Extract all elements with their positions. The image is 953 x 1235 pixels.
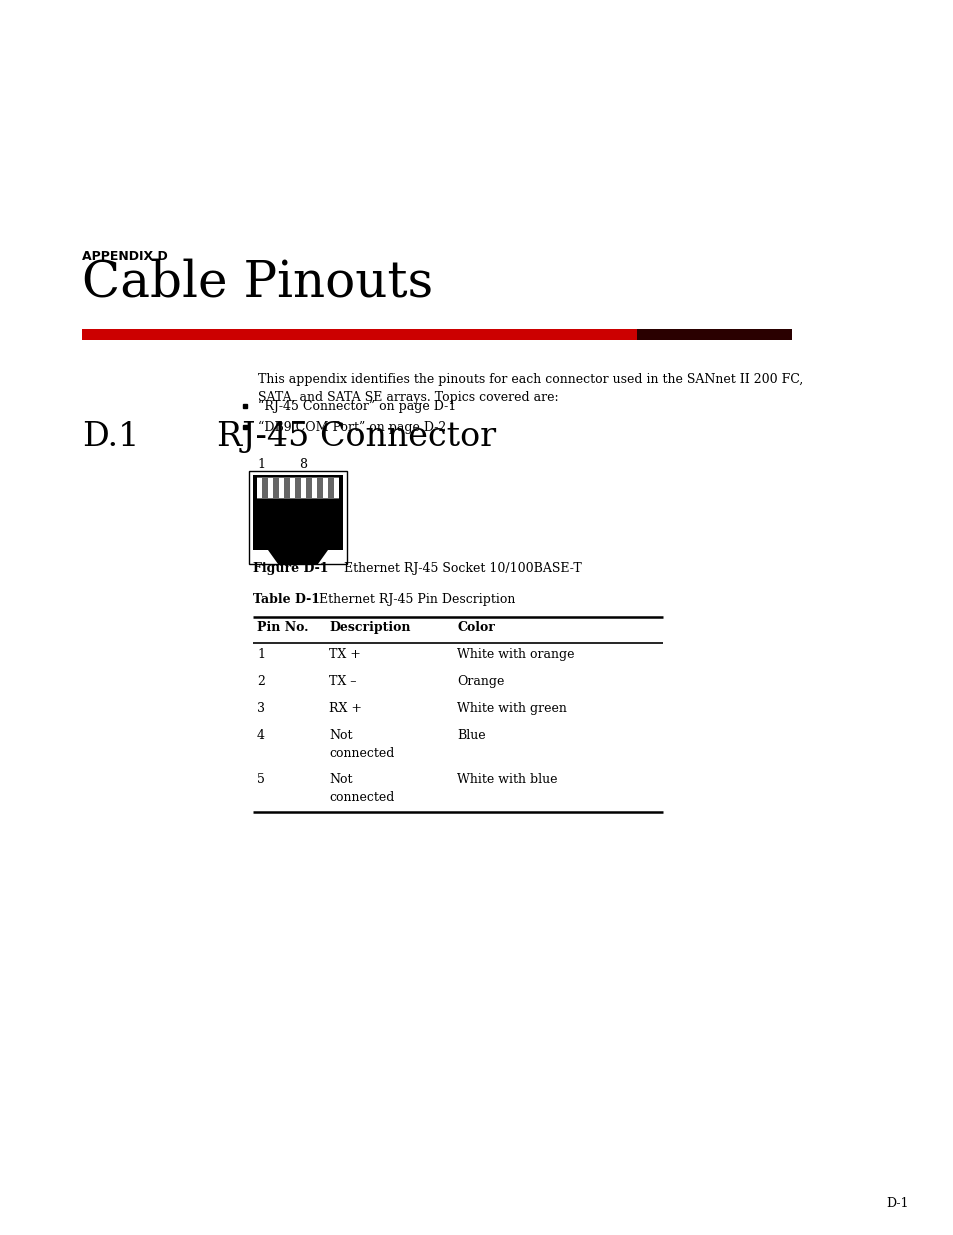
Bar (268, 478, 273, 498)
Bar (637, 329, 791, 340)
Bar (256, 478, 261, 498)
Text: White with blue: White with blue (456, 773, 557, 785)
Text: D.1: D.1 (82, 421, 139, 453)
Bar (256, 477, 338, 499)
Text: D-1: D-1 (885, 1197, 908, 1210)
Text: 1: 1 (256, 458, 265, 471)
Text: “RJ-45 Connector” on page D-1: “RJ-45 Connector” on page D-1 (257, 400, 456, 414)
Text: “DB9 COM Port” on page D-2: “DB9 COM Port” on page D-2 (257, 421, 446, 435)
Text: Ethernet RJ-45 Socket 10/100BASE-T: Ethernet RJ-45 Socket 10/100BASE-T (328, 562, 581, 576)
Text: TX –: TX – (329, 676, 356, 688)
Text: Not: Not (329, 773, 352, 785)
Text: SATA, and SATA SE arrays. Topics covered are:: SATA, and SATA SE arrays. Topics covered… (257, 390, 558, 404)
Bar (290, 478, 294, 498)
Text: White with green: White with green (456, 701, 566, 715)
Text: APPENDIX D: APPENDIX D (82, 249, 168, 263)
Text: 4: 4 (256, 729, 265, 742)
Bar (253, 475, 343, 550)
Text: connected: connected (329, 790, 394, 804)
Polygon shape (268, 550, 328, 564)
Text: RJ-45 Connector: RJ-45 Connector (216, 421, 496, 453)
Text: 5: 5 (256, 773, 265, 785)
Text: connected: connected (329, 747, 394, 760)
Bar (323, 478, 328, 498)
Text: Pin No.: Pin No. (256, 621, 308, 634)
Text: Color: Color (456, 621, 495, 634)
Text: Blue: Blue (456, 729, 485, 742)
Text: Orange: Orange (456, 676, 504, 688)
Bar (249, 471, 347, 564)
Text: 8: 8 (298, 458, 307, 471)
Text: Description: Description (329, 621, 410, 634)
Text: Ethernet RJ-45 Pin Description: Ethernet RJ-45 Pin Description (314, 593, 515, 606)
Text: This appendix identifies the pinouts for each connector used in the SANnet II 20: This appendix identifies the pinouts for… (257, 373, 802, 387)
Bar (334, 478, 338, 498)
Text: 1: 1 (256, 648, 265, 661)
Bar (279, 478, 284, 498)
Bar (82, 329, 637, 340)
Text: RX +: RX + (329, 701, 361, 715)
Text: Table D-1: Table D-1 (253, 593, 319, 606)
Text: 2: 2 (256, 676, 265, 688)
Text: White with orange: White with orange (456, 648, 574, 661)
Text: Cable Pinouts: Cable Pinouts (82, 258, 433, 308)
Text: Not: Not (329, 729, 352, 742)
Text: Figure D-1: Figure D-1 (253, 562, 328, 576)
Bar (312, 478, 316, 498)
Bar (301, 478, 306, 498)
Text: TX +: TX + (329, 648, 360, 661)
Text: 3: 3 (256, 701, 265, 715)
